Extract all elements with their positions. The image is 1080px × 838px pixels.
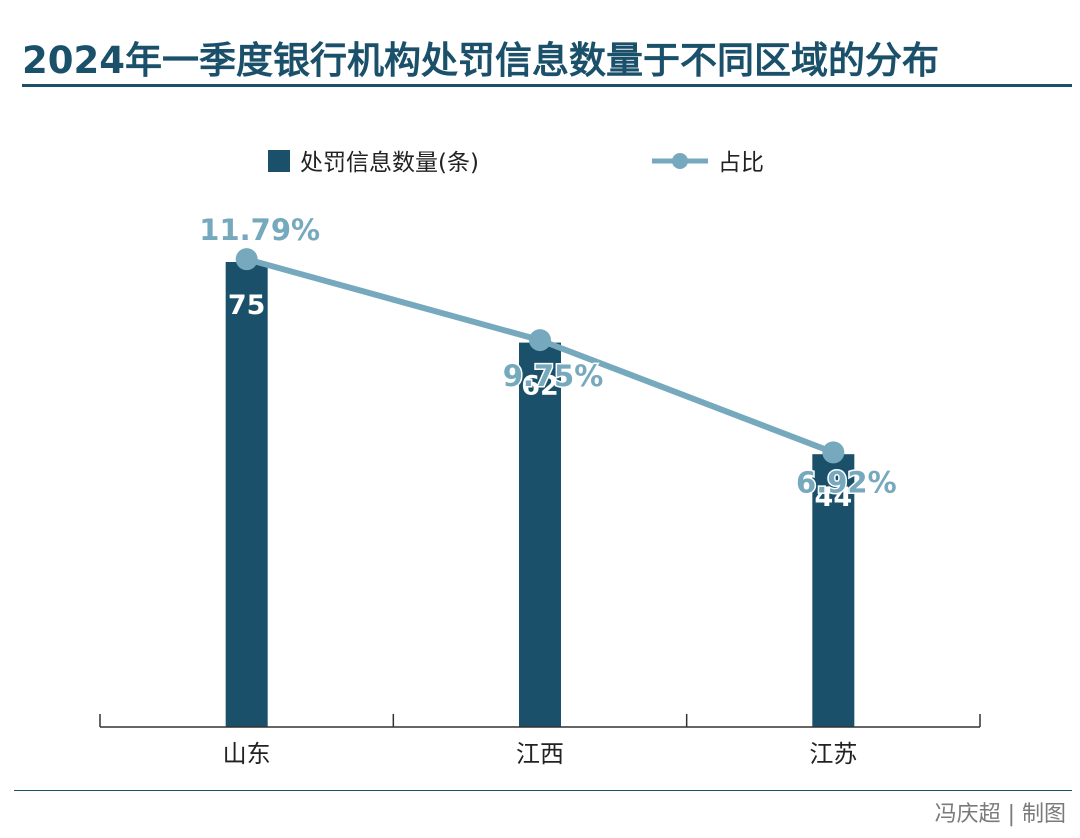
bar — [225, 262, 268, 727]
line-point — [235, 248, 258, 271]
x-tick-label: 山东 — [223, 740, 271, 768]
x-tick-label: 江苏 — [809, 740, 857, 768]
bar-value-label: 44 — [815, 482, 853, 513]
combo-chart: 处罚信息数量(条) 占比 75 62 44 山东 江西 江苏 11.79% 9.75% 6.92% — [99, 150, 981, 768]
bar-value-label: 62 — [521, 371, 559, 402]
line-value-label: 11.79% — [199, 213, 320, 247]
chart-title: 2024年一季度银行机构处罚信息数量于不同区域的分布 — [22, 39, 939, 82]
legend-line-label: 占比 — [718, 150, 764, 176]
bar — [519, 342, 561, 727]
legend-line-marker — [672, 153, 688, 169]
line-point — [822, 441, 845, 464]
footer-divider — [14, 790, 1072, 791]
line-value-label: 9.75% — [503, 359, 604, 393]
bar-value-label: 75 — [228, 290, 266, 321]
credit-text: 冯庆超 | 制图 — [934, 802, 1066, 827]
line-value-label: 6.92% — [796, 465, 897, 499]
bar — [812, 454, 855, 727]
title-divider — [22, 84, 1072, 87]
legend-bar-label: 处罚信息数量(条) — [300, 150, 479, 176]
legend-bar-swatch — [268, 150, 290, 172]
line-point — [529, 329, 551, 352]
x-tick-label: 江西 — [516, 740, 564, 768]
